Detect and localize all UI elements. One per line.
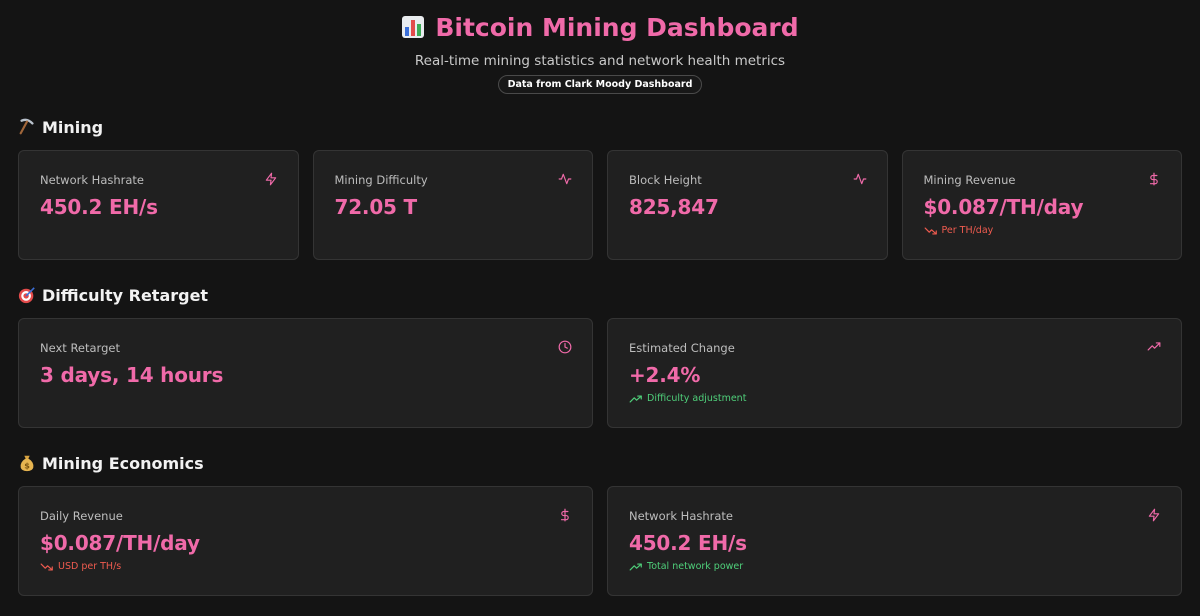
mining-difficulty-card: Mining Difficulty 72.05 T <box>312 150 593 260</box>
trending-up-icon <box>1147 342 1161 351</box>
page-subtitle: Real-time mining statistics and network … <box>414 53 786 69</box>
mining-revenue-card: Mining Revenue $0.087/TH/day Per TH/day <box>901 150 1182 260</box>
card-subtext: Per TH/day <box>924 225 1161 236</box>
card-label: Block Height <box>629 173 702 187</box>
section-title-economics: $ Mining Economics <box>18 451 1182 475</box>
card-label: Mining Difficulty <box>334 173 428 187</box>
card-label: Network Hashrate <box>629 509 734 523</box>
card-subtext-text: USD per TH/s <box>58 561 122 572</box>
next-retarget-card: Next Retarget 3 days, 14 hours <box>18 318 593 428</box>
daily-revenue-card: Daily Revenue $0.087/TH/day USD per TH/s <box>18 486 593 596</box>
card-label: Network Hashrate <box>40 173 145 187</box>
retarget-cards: Next Retarget 3 days, 14 hours Estimated… <box>18 318 1182 428</box>
mining-section: Mining Network Hashrate 450.2 EH/s Minin… <box>18 115 1182 260</box>
card-value: $0.087/TH/day <box>923 195 1084 219</box>
economics-section: $ Mining Economics Daily Revenue $0.087/… <box>18 451 1182 596</box>
card-subtext: USD per TH/s <box>40 561 571 572</box>
page-title-text: Bitcoin Mining Dashboard <box>435 12 799 42</box>
card-value: 3 days, 14 hours <box>40 363 224 387</box>
bar-chart-icon <box>402 16 425 38</box>
svg-text:$: $ <box>24 460 30 470</box>
card-subtext: Difficulty adjustment <box>629 393 1160 404</box>
section-title-text: Mining Economics <box>42 453 204 473</box>
mining-cards: Network Hashrate 450.2 EH/s Mining Diffi… <box>18 150 1182 260</box>
trending-down-icon <box>40 563 53 571</box>
money-bag-icon: $ <box>20 455 34 472</box>
estimated-change-card: Estimated Change +2.4% Difficulty adjust… <box>607 318 1182 428</box>
card-subtext-text: Per TH/day <box>941 225 994 236</box>
network-hashrate-card: Network Hashrate 450.2 EH/s Total networ… <box>607 486 1182 596</box>
dashboard-header: Bitcoin Mining Dashboard Real-time minin… <box>0 0 1200 94</box>
lightning-icon <box>265 172 276 186</box>
trending-up-icon <box>629 395 642 402</box>
card-label: Daily Revenue <box>40 509 123 523</box>
card-label: Estimated Change <box>629 341 735 355</box>
lightning-icon <box>1148 508 1160 522</box>
page-title: Bitcoin Mining Dashboard <box>401 10 799 44</box>
clock-icon <box>558 340 572 354</box>
card-value: +2.4% <box>629 363 701 387</box>
card-subtext: Total network power <box>629 561 1160 572</box>
trending-down-icon <box>924 227 937 235</box>
card-subtext-text: Difficulty adjustment <box>647 393 747 404</box>
dollar-icon <box>560 508 569 522</box>
card-label: Next Retarget <box>40 341 120 355</box>
target-icon <box>18 287 35 304</box>
card-value: 72.05 T <box>334 195 418 219</box>
pickaxe-icon <box>19 118 34 135</box>
activity-icon <box>558 173 572 185</box>
section-title-retarget: Difficulty Retarget <box>18 283 1182 307</box>
card-subtext-text: Total network power <box>647 561 744 572</box>
card-value: $0.087/TH/day <box>40 531 200 555</box>
section-title-text: Mining <box>42 117 104 137</box>
block-height-card: Block Height 825,847 <box>607 150 888 260</box>
section-title-text: Difficulty Retarget <box>42 285 209 305</box>
trending-up-icon <box>629 563 642 571</box>
card-label: Mining Revenue <box>923 173 1016 187</box>
activity-icon <box>853 173 866 185</box>
retarget-section: Difficulty Retarget Next Retarget 3 days… <box>18 283 1182 428</box>
card-value: 825,847 <box>629 195 719 219</box>
section-title-mining: Mining <box>18 115 1182 139</box>
card-value: 450.2 EH/s <box>629 531 747 555</box>
dollar-icon <box>1149 172 1158 186</box>
network-hashrate-card: Network Hashrate 450.2 EH/s <box>18 150 299 260</box>
card-value: 450.2 EH/s <box>40 195 158 219</box>
source-badge: Data from Clark Moody Dashboard <box>497 75 703 94</box>
economics-cards: Daily Revenue $0.087/TH/day USD per TH/s… <box>18 486 1182 596</box>
